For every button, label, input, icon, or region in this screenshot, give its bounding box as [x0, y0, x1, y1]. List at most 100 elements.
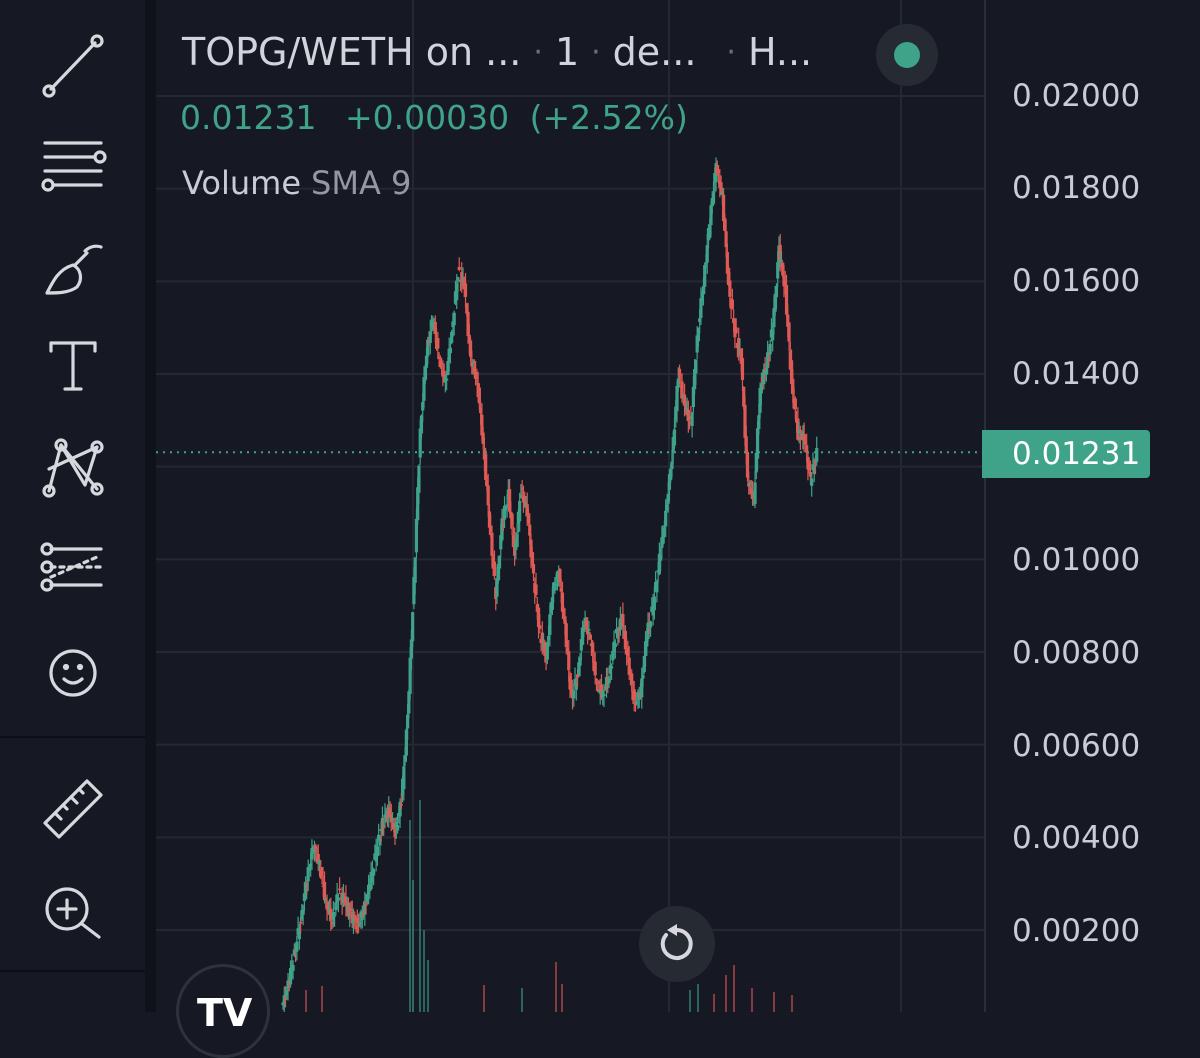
- market-status-indicator[interactable]: [876, 24, 938, 86]
- candle-body: [282, 995, 286, 1008]
- candle-body: [531, 563, 536, 574]
- candle-body: [314, 845, 318, 850]
- candle-body: [446, 361, 450, 376]
- candle-body: [507, 488, 512, 512]
- volume-indicator-legend[interactable]: Volume SMA 9: [182, 164, 411, 202]
- drawing-toolbar: [0, 0, 145, 1012]
- candle-body: [704, 262, 708, 264]
- candle-body: [329, 908, 333, 920]
- candle-body: [655, 581, 659, 593]
- symbol-name[interactable]: TOPG/WETH on ...: [182, 30, 522, 74]
- candle-body: [793, 398, 797, 410]
- zoom-in-tool[interactable]: [30, 862, 116, 948]
- ruler-icon: [43, 779, 103, 839]
- candle-body: [602, 694, 606, 696]
- ruler-tool[interactable]: [30, 762, 116, 848]
- candle-body: [645, 638, 649, 647]
- symbol-legend[interactable]: TOPG/WETH on ... · 1 · de... · H...: [182, 30, 812, 74]
- candle-body: [431, 322, 435, 330]
- price-tick: 0.01600: [1012, 263, 1141, 299]
- candle-body: [305, 883, 309, 885]
- candle-body: [477, 387, 481, 404]
- tradingview-logo[interactable]: TV: [176, 964, 270, 1058]
- extra-label[interactable]: H...: [747, 30, 813, 74]
- candle-body: [677, 368, 682, 376]
- candle-body: [574, 683, 578, 690]
- candle-body: [390, 818, 395, 820]
- candle-body: [417, 465, 421, 493]
- candle-body: [433, 321, 437, 334]
- candle-body: [399, 804, 403, 806]
- candle-body: [783, 280, 787, 286]
- candle-body: [344, 896, 348, 905]
- candle-body: [492, 561, 497, 577]
- candle-body: [591, 642, 595, 653]
- forecast-icon: [40, 542, 103, 592]
- candle-body: [299, 921, 303, 924]
- candle-body: [691, 386, 695, 408]
- candle-body: [582, 625, 586, 628]
- candle-body: [604, 677, 609, 690]
- exchange-label[interactable]: de...: [612, 30, 697, 74]
- candle-body: [520, 488, 524, 490]
- candle-body: [530, 552, 534, 564]
- candle-body: [720, 192, 724, 195]
- candle-body: [674, 406, 678, 420]
- pattern-tool[interactable]: [30, 422, 116, 508]
- candle-body: [456, 277, 460, 281]
- emoji-tool[interactable]: [30, 624, 116, 710]
- candle-body: [763, 368, 767, 371]
- candle-body: [528, 524, 532, 536]
- candle-body: [426, 339, 430, 357]
- horizontal-lines-tool[interactable]: [30, 120, 116, 206]
- candle-body: [496, 564, 500, 581]
- candle-body: [304, 883, 308, 900]
- trend-line-tool[interactable]: [30, 22, 116, 108]
- candle-body: [338, 888, 342, 891]
- candle-body: [572, 690, 576, 699]
- candle-body: [755, 428, 760, 459]
- chart-grid: [156, 0, 984, 1012]
- interval-label[interactable]: 1: [554, 30, 580, 74]
- candle-body: [708, 225, 712, 238]
- candle-body: [295, 941, 299, 952]
- chart-area[interactable]: [156, 0, 984, 1012]
- candle-body: [375, 846, 380, 857]
- price-tick: 0.02000: [1012, 78, 1141, 114]
- forecast-tool[interactable]: [30, 524, 116, 610]
- candle-body: [460, 272, 464, 282]
- candle-body: [354, 926, 358, 930]
- reset-chart-button[interactable]: [639, 906, 715, 982]
- text-tool[interactable]: [30, 322, 116, 408]
- candle-body: [768, 343, 772, 355]
- candle-body: [467, 334, 471, 343]
- candle-body: [607, 678, 611, 684]
- candle-body: [353, 914, 357, 920]
- price-tick: 0.00600: [1012, 728, 1141, 764]
- candle-body: [445, 378, 449, 381]
- candle-body: [762, 369, 766, 385]
- price-axis[interactable]: [984, 0, 1200, 1012]
- candle-body: [285, 990, 289, 997]
- candle-body: [737, 337, 741, 350]
- brush-tool[interactable]: [30, 222, 116, 308]
- candle-body: [776, 262, 780, 279]
- candle-body: [664, 510, 668, 527]
- candle-body: [505, 504, 509, 507]
- candle-body: [525, 504, 529, 515]
- toolbar-divider: [0, 736, 145, 738]
- candle-body: [632, 689, 636, 701]
- candle-body: [324, 899, 328, 901]
- candle-body: [428, 331, 432, 344]
- candle-body: [700, 293, 704, 302]
- candle-body: [378, 838, 382, 846]
- candle-body: [773, 293, 777, 312]
- candle-body: [565, 648, 570, 652]
- candle-body: [696, 328, 701, 342]
- candle-body: [455, 283, 459, 301]
- candle-body: [586, 628, 590, 635]
- candle-body: [534, 584, 538, 595]
- candle-body: [474, 372, 478, 379]
- text-icon: [49, 341, 97, 391]
- candle-body: [529, 539, 533, 558]
